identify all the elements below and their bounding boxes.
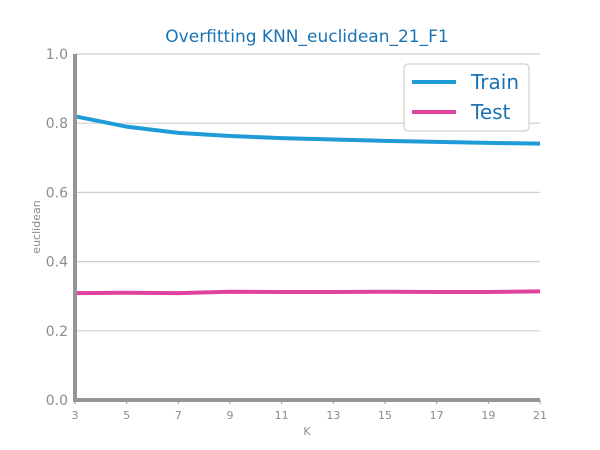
series-lines <box>74 114 541 296</box>
x-tick-labels: 3 5 7 9 11 13 15 17 19 21 <box>72 400 547 422</box>
legend-label-test: Test <box>470 100 511 124</box>
y-tick-label-2: 0.4 <box>46 255 68 271</box>
axes <box>73 54 540 402</box>
y-tick-label-1: 0.2 <box>46 324 68 340</box>
x-tick-label-0: 3 <box>72 409 79 422</box>
legend: Train Test <box>403 63 530 132</box>
x-tick-label-9: 21 <box>533 409 547 422</box>
x-tick-label-4: 11 <box>275 409 289 422</box>
x-tick-label-3: 9 <box>227 409 234 422</box>
series-line-test <box>74 289 541 296</box>
x-tick-label-8: 19 <box>481 409 495 422</box>
series-line-train <box>74 114 541 146</box>
y-tick-label-3: 0.6 <box>46 185 68 201</box>
x-axis-label: K <box>303 425 311 438</box>
y-tick-label-5: 1.0 <box>46 47 68 63</box>
x-tick-label-1: 5 <box>123 409 130 422</box>
y-tick-labels: 0.0 0.2 0.4 0.6 0.8 1.0 <box>46 47 68 409</box>
x-tick-label-2: 7 <box>175 409 182 422</box>
x-tick-label-5: 13 <box>326 409 340 422</box>
y-tick-label-4: 0.8 <box>46 116 68 132</box>
legend-label-train: Train <box>470 70 519 94</box>
y-tick-label-0: 0.0 <box>46 393 68 409</box>
x-tick-label-7: 17 <box>430 409 444 422</box>
chart-title: Overfitting KNN_euclidean_21_F1 <box>165 27 448 47</box>
y-axis-label: euclidean <box>30 200 43 253</box>
x-tick-label-6: 15 <box>378 409 392 422</box>
